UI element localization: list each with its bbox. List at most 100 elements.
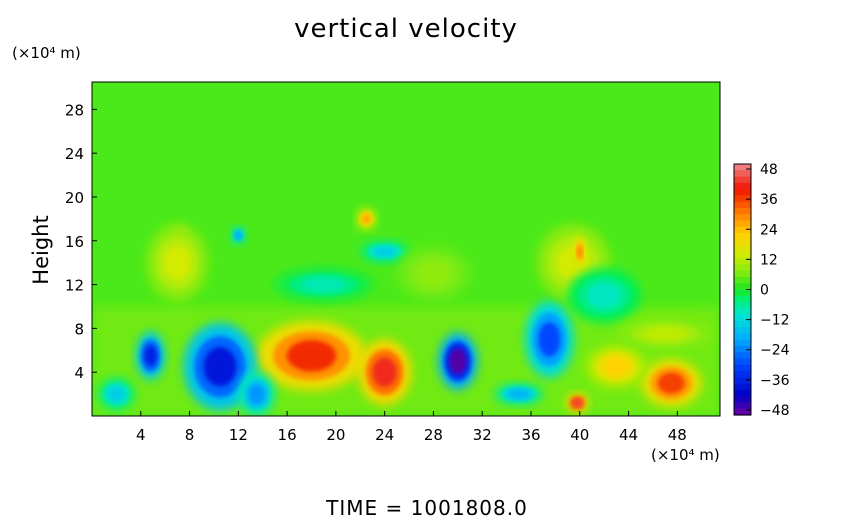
x-tick-label: 32 bbox=[473, 426, 492, 444]
colorbar-swatch bbox=[734, 258, 751, 265]
y-tick-label: 20 bbox=[65, 189, 84, 207]
colorbar-swatch bbox=[734, 339, 751, 347]
colorbar-swatch bbox=[734, 358, 751, 366]
velocity-cell-5-layer-2 bbox=[538, 322, 561, 357]
colorbar-swatch bbox=[734, 245, 751, 253]
colorbar-swatch bbox=[734, 377, 751, 385]
y-tick-label: 24 bbox=[65, 145, 84, 163]
colorbar-swatch bbox=[734, 226, 751, 234]
x-tick-label: 16 bbox=[278, 426, 297, 444]
velocity-cell-8-layer-2 bbox=[602, 356, 631, 377]
velocity-cell-4-layer-2 bbox=[143, 344, 158, 367]
velocity-cell-20-layer-2 bbox=[587, 283, 621, 308]
colorbar-tick-label: −48 bbox=[760, 403, 790, 419]
velocity-cell-15-layer-2 bbox=[235, 231, 242, 240]
colorbar-swatch bbox=[734, 352, 751, 360]
x-axis: 4 8 12 16 20 24 28 32 36 40 44 48 bbox=[136, 411, 687, 444]
colorbar: 48 36 24 12 0 −12 −24 −36 −48 bbox=[733, 162, 790, 419]
x-tick-label: 28 bbox=[424, 426, 443, 444]
velocity-cell-7-layer-2 bbox=[657, 372, 685, 394]
velocity-cell-17-layer-2 bbox=[301, 277, 346, 292]
colorbar-swatch bbox=[734, 308, 751, 316]
y-tick-label: 16 bbox=[65, 233, 84, 251]
colorbar-swatch bbox=[734, 207, 751, 215]
colorbar-swatch bbox=[734, 289, 751, 297]
x-tick-label: 36 bbox=[521, 426, 540, 444]
plot-area bbox=[92, 82, 720, 416]
colorbar-swatch bbox=[734, 182, 751, 190]
colorbar-swatch bbox=[734, 251, 751, 259]
colorbar-swatch bbox=[734, 239, 751, 247]
y-tick-label: 28 bbox=[65, 101, 84, 119]
colorbar-swatch bbox=[734, 371, 751, 378]
colorbar-swatch bbox=[734, 276, 751, 284]
colorbar-swatch bbox=[734, 302, 751, 309]
velocity-cell-2-layer-2 bbox=[449, 348, 467, 375]
y-tick-label: 8 bbox=[74, 320, 84, 338]
y-axis-unit: (×10⁴ m) bbox=[12, 44, 81, 62]
x-tick-label: 40 bbox=[570, 426, 589, 444]
velocity-cell-18-layer-2 bbox=[108, 386, 125, 402]
velocity-cell-10-layer-2 bbox=[163, 245, 192, 280]
colorbar-swatch bbox=[734, 176, 751, 184]
colorbar-swatch bbox=[734, 389, 751, 397]
velocity-cell-11-layer-2 bbox=[361, 213, 371, 224]
colorbar-swatch bbox=[734, 283, 751, 291]
colorbar-swatch bbox=[734, 189, 751, 196]
colorbar-swatch bbox=[734, 383, 751, 391]
chart-title: vertical velocity bbox=[294, 14, 518, 44]
colorbar-swatch bbox=[734, 402, 751, 410]
colorbar-tick-label: 36 bbox=[760, 192, 778, 208]
velocity-cell-6-layer-2 bbox=[572, 398, 583, 408]
time-value: 1001808.0 bbox=[410, 496, 528, 520]
colorbar-swatch bbox=[734, 195, 751, 203]
colorbar-swatch bbox=[734, 214, 751, 222]
colorbar-tick-label: −24 bbox=[760, 343, 790, 359]
x-tick-label: 20 bbox=[326, 426, 345, 444]
colorbar-tick-label: 48 bbox=[760, 162, 778, 178]
colorbar-swatch bbox=[734, 233, 751, 240]
colorbar-swatch bbox=[734, 408, 751, 416]
colorbar-tick-label: 24 bbox=[760, 222, 778, 238]
velocity-cell-13-layer-2 bbox=[577, 244, 583, 260]
colorbar-swatch bbox=[734, 264, 751, 272]
colorbar-swatch bbox=[734, 327, 751, 335]
x-tick-label: 12 bbox=[229, 426, 248, 444]
time-label: TIME bbox=[326, 496, 379, 520]
colorbar-swatch bbox=[734, 320, 751, 328]
time-equals: = bbox=[385, 496, 404, 520]
y-tick-label: 4 bbox=[74, 364, 84, 382]
x-tick-label: 48 bbox=[668, 426, 687, 444]
colorbar-swatch bbox=[734, 295, 751, 303]
colorbar-swatch bbox=[734, 396, 751, 404]
x-tick-label: 44 bbox=[619, 426, 638, 444]
x-axis-unit: (×10⁴ m) bbox=[651, 446, 720, 464]
y-tick-label: 12 bbox=[65, 277, 84, 295]
velocity-cell-19-layer-2 bbox=[248, 384, 265, 404]
plot-frame bbox=[91, 81, 721, 417]
x-tick-label: 4 bbox=[136, 426, 146, 444]
x-tick-label: 8 bbox=[185, 426, 195, 444]
colorbar-swatch bbox=[734, 364, 751, 372]
velocity-cell-14-layer-2 bbox=[373, 246, 396, 257]
y-axis: 4 8 12 16 20 24 28 bbox=[65, 101, 97, 382]
velocity-cell-16-layer-2 bbox=[507, 389, 530, 400]
x-tick-label: 24 bbox=[375, 426, 394, 444]
colorbar-swatch bbox=[734, 270, 751, 278]
colorbar-tick-label: −36 bbox=[760, 373, 790, 389]
velocity-cell-21-layer-2 bbox=[416, 261, 450, 286]
velocity-cell-1-layer-2 bbox=[372, 357, 397, 387]
colorbar-swatch bbox=[734, 220, 751, 228]
colorbar-swatch bbox=[734, 345, 751, 353]
colorbar-tick-label: 0 bbox=[760, 283, 769, 299]
velocity-cell-0-layer-2 bbox=[286, 340, 337, 372]
colorbar-swatch bbox=[734, 164, 751, 171]
velocity-cell-3-layer-2 bbox=[203, 347, 237, 387]
colorbar-tick-label: −12 bbox=[760, 313, 790, 329]
time-readout: TIME = 1001808.0 bbox=[0, 496, 854, 520]
velocity-cell-22-layer-2 bbox=[643, 326, 688, 342]
colorbar-swatch bbox=[734, 201, 751, 209]
colorbar-swatch bbox=[734, 170, 751, 178]
colorbar-tick-label: 12 bbox=[760, 252, 778, 268]
